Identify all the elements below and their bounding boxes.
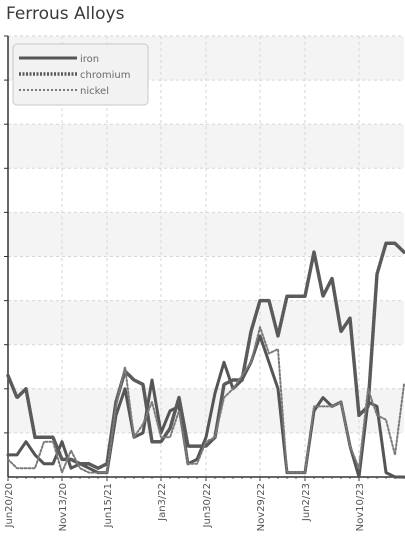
x-tick-label: Nov10/23 xyxy=(355,483,366,531)
plot-background-bands xyxy=(8,36,404,433)
legend-label-iron: iron xyxy=(80,54,99,65)
x-axis-tick-labels: Jun20/20 Nov13/20 Jun15/21 Jan3/22 Jun30/22 N… xyxy=(4,483,366,531)
grid-lines xyxy=(7,35,404,477)
x-tick-label: Jun30/22 xyxy=(202,483,213,528)
x-tick-label: Jan3/22 xyxy=(157,483,168,522)
axes xyxy=(4,35,405,481)
x-tick-label: Nov13/20 xyxy=(58,483,69,531)
legend-label-chromium: chromium xyxy=(80,70,130,81)
series-line-nickel xyxy=(7,326,405,474)
chart-title: Ferrous Alloys xyxy=(6,4,125,24)
legend-label-nickel: nickel xyxy=(80,86,109,97)
x-tick-label: Jun2/23 xyxy=(301,483,312,522)
legend: iron chromium nickel xyxy=(12,43,149,106)
series-lines xyxy=(6,241,405,479)
series-line-chromium xyxy=(6,241,405,470)
x-tick-label: Jun15/21 xyxy=(103,483,114,528)
x-tick-label: Jun20/20 xyxy=(4,483,15,528)
x-tick-label: Nov29/22 xyxy=(256,483,267,531)
